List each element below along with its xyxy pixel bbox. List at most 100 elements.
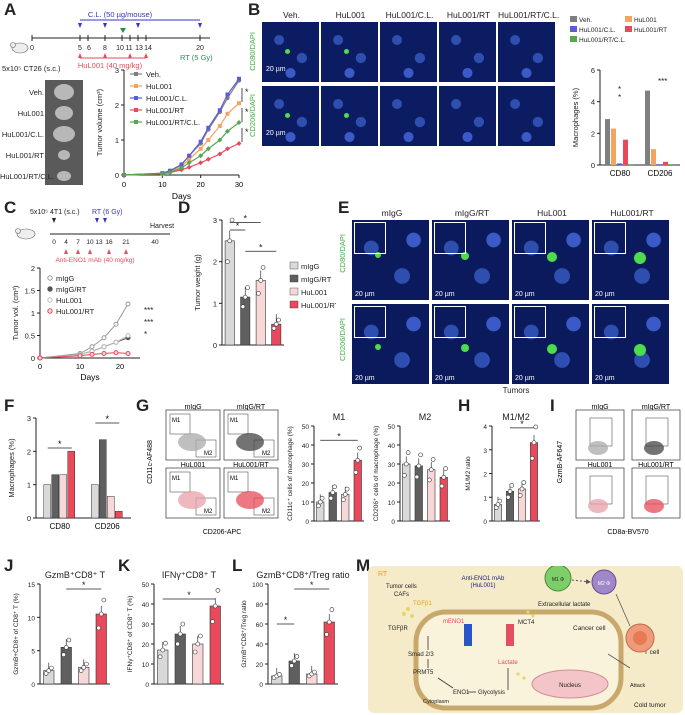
y-tick-label: 1 <box>115 136 119 145</box>
y-tick-label: 20 <box>388 481 396 488</box>
data-point <box>237 101 241 106</box>
data-point <box>198 146 203 151</box>
legend-label: HuL001/RT <box>56 307 95 316</box>
micrograph-column-title: HuL001 <box>537 208 567 218</box>
data-point <box>521 480 527 485</box>
green-signal <box>461 344 470 352</box>
y-tick-label: 50 <box>388 424 396 431</box>
data-point <box>163 640 168 646</box>
sig-star: *** <box>144 306 153 315</box>
lactate-text: Lactate <box>498 660 518 666</box>
ex-lactate-text: Extracellular lactate <box>538 602 591 608</box>
sig-star: * <box>245 107 249 117</box>
data-point <box>89 351 95 357</box>
data-point <box>180 621 186 627</box>
bar <box>663 161 668 165</box>
m2-macrophage <box>591 569 617 595</box>
rt-label: RT (5 Gy) <box>180 53 213 62</box>
flow-title: HuL001/RT <box>233 462 269 469</box>
data-point <box>113 321 119 327</box>
flow-title: HuL001 <box>588 462 613 469</box>
flow-population <box>178 491 206 509</box>
day-tick: 40 <box>151 239 159 246</box>
y-tick-label: 0 <box>305 519 309 526</box>
data-point <box>505 494 511 500</box>
chart-l: 0 20 40 60 80 100 GzmB⁺CD8⁺/Treg ratio GzmB⁺CD8… <box>241 570 350 689</box>
bar <box>107 496 115 519</box>
data-point <box>96 625 101 631</box>
data-point <box>531 440 537 445</box>
data-point <box>229 217 235 223</box>
cafs-text: CAFs <box>394 592 409 598</box>
data-point <box>324 632 329 637</box>
data-point <box>215 588 221 593</box>
data-point <box>37 355 43 361</box>
legend-marker <box>134 72 138 76</box>
green-signal <box>284 113 290 118</box>
data-point <box>312 669 317 675</box>
bar <box>402 463 411 522</box>
data-point <box>533 424 539 430</box>
green-signal <box>461 252 470 260</box>
x-tick-label: 0 <box>122 180 126 189</box>
micrograph-grid-e: mIgG 20 µm 20 µm mIgG/RT 20 µm 20 µm HuL001 20 … <box>338 208 680 396</box>
bar <box>530 442 538 522</box>
data-point <box>355 457 361 463</box>
y-tick-label: 40 <box>388 443 396 450</box>
series-line <box>123 78 240 176</box>
data-point <box>418 452 423 458</box>
legend-swatch <box>570 36 577 42</box>
data-point <box>403 461 409 467</box>
data-point <box>125 351 131 356</box>
day-tick: 4 <box>64 239 68 246</box>
data-point <box>113 350 119 356</box>
data-point <box>242 294 248 300</box>
day-tick: 14 <box>144 45 152 52</box>
x-tick-label: CD206 <box>95 522 120 531</box>
meno1-text: mENO1 <box>443 619 465 625</box>
y-axis-label: Tumor weight (g) <box>193 254 202 311</box>
legend-label: HuL001 <box>56 296 82 305</box>
bar <box>669 164 674 165</box>
data-point <box>332 484 337 490</box>
data-point <box>402 473 407 478</box>
chart-b: 0 2 4 6 Macrophages (%) CD80 CD206 Veh. HuL001 Hu… <box>570 16 680 178</box>
gate-label: M1 <box>230 418 239 424</box>
chart-title: M2 <box>419 412 432 422</box>
data-point <box>273 321 279 327</box>
cancer-cell-text: Cancer cell <box>573 625 606 632</box>
data-point <box>430 457 436 462</box>
gate-label: M1 <box>172 476 181 482</box>
inset-box <box>594 222 626 254</box>
legend-marker <box>134 120 138 124</box>
x-axis-label: Days <box>172 191 191 201</box>
data-point <box>217 108 222 113</box>
sig-star: * <box>144 330 147 339</box>
gate-label: M2 <box>262 451 271 457</box>
data-point <box>177 631 183 637</box>
legend-label: HuL001/RT/C.L. <box>579 37 626 44</box>
y-tick-label: 4 <box>483 424 487 431</box>
flow-population <box>588 441 608 455</box>
legend-label: HuL001/C.L. <box>579 27 616 34</box>
data-point <box>507 489 513 494</box>
y-tick-label: 80 <box>256 602 264 609</box>
y-tick-label: 6 <box>591 66 595 75</box>
mab-label-c: Anti-ENO1 mAb (40 mg/kg) <box>55 257 134 264</box>
series-line <box>39 303 129 359</box>
bar <box>651 149 656 165</box>
micrograph-row-label: CD206/DAPI <box>338 318 347 361</box>
green-signal <box>284 49 290 54</box>
data-point <box>225 92 230 97</box>
y-tick-label: 0 <box>31 354 35 363</box>
data-point <box>276 317 281 323</box>
chart-title: M1 <box>333 412 346 422</box>
nucleus-label: Nucleus <box>559 683 581 689</box>
y-tick-label: 3 <box>483 448 487 455</box>
chart-a: 0 1 2 3 Tumor volume (cm³) 0 10 20 30 Days Veh. HuL… <box>95 66 249 201</box>
micrograph-row-label: CD206/DAPI <box>248 94 257 137</box>
data-point <box>342 492 348 497</box>
legend-swatch <box>625 16 632 22</box>
micrograph-tile <box>321 22 378 82</box>
micrograph-column-title: HuL001/RT/C.L. <box>498 10 560 20</box>
